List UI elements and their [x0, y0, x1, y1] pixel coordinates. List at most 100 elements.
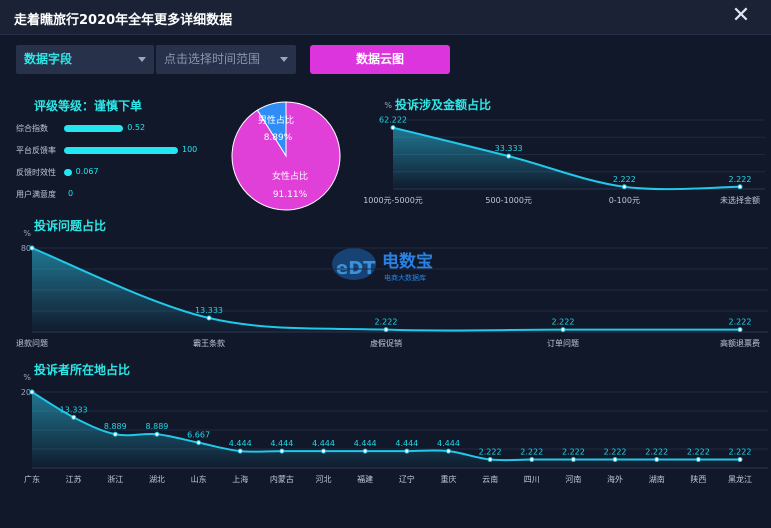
data-label: 2.222: [520, 448, 543, 457]
x-tick-label: 黑龙江: [728, 474, 752, 484]
data-point: [196, 440, 202, 446]
pie-label: 男性占比: [258, 114, 294, 126]
data-point: [695, 457, 701, 463]
series-line: [31, 391, 740, 462]
rating-bar: [64, 147, 178, 154]
y-axis-unit: %: [23, 229, 31, 238]
data-label: 2.222: [604, 448, 627, 457]
x-tick-label: 云南: [482, 474, 498, 484]
data-point: [390, 125, 396, 131]
data-label: 4.444: [354, 439, 377, 448]
x-tick-label: 0-100元: [609, 196, 640, 205]
data-label: 6.667: [187, 431, 210, 440]
rating-value: 100: [182, 145, 198, 154]
data-label: 2.222: [687, 448, 710, 457]
pie-label: 女性占比: [272, 170, 308, 182]
data-label: 13.333: [60, 405, 88, 414]
pie-slice: [231, 101, 341, 211]
data-point: [560, 327, 566, 333]
rating-bar: [64, 169, 72, 176]
x-tick-label: 重庆: [440, 474, 456, 484]
data-label: 4.444: [437, 439, 460, 448]
x-tick-label: 霸王条款: [193, 338, 225, 348]
gender-pie-chart: 男性占比 8.89% 女性占比 91.11%: [231, 101, 341, 211]
rating-label: 综合指数: [16, 124, 48, 133]
x-tick-label: 订单问题: [547, 338, 579, 348]
data-point: [71, 414, 77, 420]
watermark-tagline: 电商大数据库: [384, 273, 426, 282]
pie-value-label: 8.89%: [264, 133, 293, 143]
data-label: 8.889: [145, 422, 168, 431]
data-label: 13.333: [195, 306, 223, 315]
data-label: 4.444: [270, 439, 293, 448]
region-share-chart: 投诉者所在地占比% 20 广东 13.333 江苏 8.889 浙江 8.889 湖北 6.667…: [21, 362, 768, 484]
data-label: 8.889: [104, 422, 127, 431]
rating-value: 0: [68, 189, 74, 198]
time-range-select[interactable]: 点击选择时间范围: [156, 45, 296, 74]
data-label: 2.222: [562, 448, 585, 457]
series-line: [392, 126, 741, 191]
data-label: 2.222: [645, 448, 668, 457]
chart-title: 投诉涉及金额占比: [395, 97, 491, 112]
data-point: [737, 184, 743, 190]
field-select-value: 数据字段: [24, 52, 73, 66]
data-point: [737, 327, 743, 333]
field-select[interactable]: 数据字段: [16, 45, 154, 74]
data-label: 2.222: [729, 175, 752, 184]
x-tick-label: 河南: [565, 474, 581, 484]
x-tick-label: 湖北: [149, 475, 165, 484]
amount-share-chart: 投诉涉及金额占比% 62.222 1000元-5000元 33.333 500-1000…: [363, 97, 765, 205]
data-point: [362, 448, 368, 454]
rating-value: 0.52: [127, 123, 146, 132]
data-point: [737, 457, 743, 463]
area-fill: [32, 392, 740, 468]
data-point: [29, 389, 35, 395]
y-tick-label: 20: [21, 388, 31, 397]
window-title: 走着瞧旅行2020年全年更多详细数据: [14, 13, 233, 28]
x-tick-label: 浙江: [107, 474, 123, 484]
x-tick-label: 1000元-5000元: [363, 196, 423, 205]
x-tick-label: 退款问题: [16, 338, 48, 348]
x-tick-label: 未选择金额: [720, 195, 760, 205]
area-fill: [393, 127, 740, 190]
data-cloud-button[interactable]: 数据云图: [310, 45, 450, 74]
title-bar: 走着瞧旅行2020年全年更多详细数据 ✕: [0, 0, 771, 35]
data-point: [654, 457, 660, 463]
issue-share-chart: 投诉问题占比% 80 退款问题 13.333 霸王条款 2.222 虚假促销 2.222 订单问…: [16, 218, 768, 348]
rating-title: 评级等级：谨慎下单: [34, 99, 143, 113]
data-point: [612, 457, 618, 463]
data-label: 2.222: [613, 175, 636, 184]
x-tick-label: 四川: [524, 475, 540, 484]
x-tick-label: 湖南: [649, 474, 665, 484]
x-tick-label: 虚假促销: [370, 338, 402, 348]
y-axis-unit: %: [384, 101, 392, 110]
data-point: [154, 431, 160, 437]
data-point: [279, 448, 285, 454]
pie-value-label: 91.11%: [273, 190, 308, 200]
caret-down-icon: [280, 57, 288, 62]
x-tick-label: 上海: [232, 474, 248, 484]
y-tick-label: 80: [21, 244, 31, 253]
data-point: [112, 431, 118, 437]
edt-watermark-logo: eDT 电数宝 电商大数据库: [332, 248, 433, 282]
x-tick-label: 陕西: [690, 474, 706, 484]
data-label: 2.222: [552, 318, 575, 327]
data-label: 2.222: [729, 448, 752, 457]
chart-title: 投诉问题占比: [34, 218, 106, 233]
data-point: [445, 448, 451, 454]
y-axis-unit: %: [23, 373, 31, 382]
data-point: [487, 457, 493, 463]
data-point: [29, 245, 35, 251]
data-point: [206, 315, 212, 321]
x-tick-label: 广东: [24, 474, 40, 484]
data-point: [621, 184, 627, 190]
time-range-placeholder: 点击选择时间范围: [164, 52, 261, 66]
data-label: 4.444: [395, 439, 418, 448]
rating-label: 用户满意度: [16, 190, 56, 199]
x-tick-label: 辽宁: [399, 474, 415, 484]
data-point: [404, 448, 410, 454]
data-label: 2.222: [729, 318, 752, 327]
data-point: [383, 327, 389, 333]
data-point: [237, 448, 243, 454]
close-icon[interactable]: ✕: [731, 3, 751, 28]
